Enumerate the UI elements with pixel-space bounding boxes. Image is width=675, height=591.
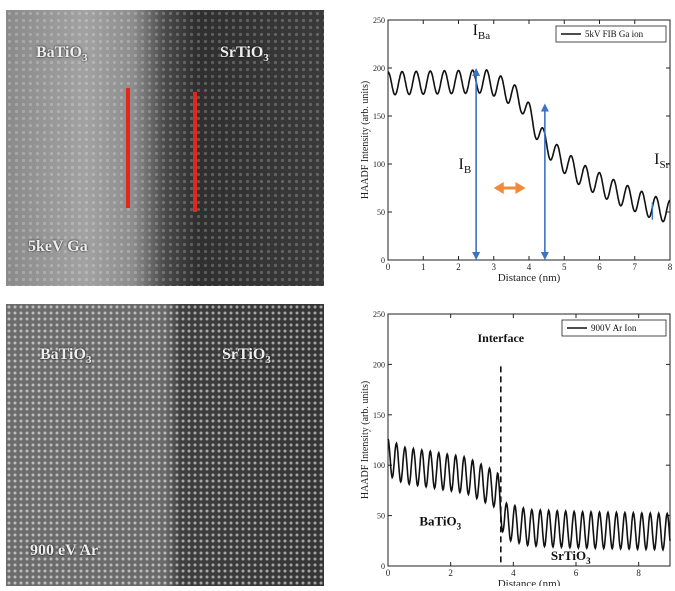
y-tick-label: 50 <box>377 512 385 521</box>
x-tick-label: 1 <box>421 262 426 272</box>
y-axis-label: HAADF Intensity (arb. units) <box>360 81 371 199</box>
stem-image-ga-lattice <box>6 10 324 286</box>
legend-label: 5kV FIB Ga ion <box>585 29 644 39</box>
label-i-b: IB <box>459 156 472 176</box>
x-tick-label: 2 <box>456 262 461 272</box>
series-line-900v-ar-ion <box>387 438 671 552</box>
legend-box <box>555 25 667 43</box>
y-tick-label: 150 <box>373 411 385 420</box>
label-srtio3-chart: SrTiO3 <box>551 548 591 566</box>
y-tick-label: 250 <box>373 16 385 25</box>
legend-box <box>561 319 667 337</box>
legend-label: 900V Ar Ion <box>591 323 637 333</box>
x-tick-label: 4 <box>527 262 532 272</box>
label-5kev-ga: 5keV Ga <box>28 238 88 255</box>
plot-frame <box>387 19 671 261</box>
x-tick-label: 3 <box>492 262 497 272</box>
x-tick-label: 8 <box>668 262 673 272</box>
chart-ga-profile: 0 50 100 150 200 250 0 1 2 3 4 5 6 7 8 Distance (nm) HAA… <box>330 2 675 288</box>
x-axis-label: Distance (nm) <box>498 272 561 284</box>
series-line-5kv-fib-ga-ion <box>387 68 671 223</box>
x-tick-label: 7 <box>633 262 638 272</box>
stem-image-ga: BaTiO3 SrTiO3 5keV Ga <box>6 10 324 286</box>
chart-ar-profile: 0 50 100 150 200 250 0 2 4 6 8 Distance (nm) HAADF I… <box>330 300 675 590</box>
x-tick-label: 6 <box>597 262 602 272</box>
label-900ev-ar: 900 eV Ar <box>30 542 99 559</box>
y-tick-label: 0 <box>381 256 385 265</box>
stem-image-ar-lattice <box>6 304 324 586</box>
intensity-arrow-head-down <box>472 252 481 260</box>
label-batio3-chart: BaTiO3 <box>419 514 461 532</box>
y-tick-label: 150 <box>373 112 385 121</box>
x-tick-label: 8 <box>636 568 641 578</box>
x-tick-label: 5 <box>562 262 567 272</box>
chart-ga-svg: 0 50 100 150 200 250 0 1 2 3 4 5 6 7 8 Distance (nm) HAA… <box>360 16 673 284</box>
y-axis-label: HAADF Intensity (arb. units) <box>360 381 371 499</box>
x-tick-label: 4 <box>511 568 516 578</box>
stem-image-ar: BaTiO3 SrTiO3 900 eV Ar <box>6 304 324 586</box>
y-tick-label: 50 <box>377 208 385 217</box>
interface-marker-right <box>193 92 197 212</box>
x-axis-label: Distance (nm) <box>498 578 561 586</box>
orange-arrow-head-right <box>515 182 526 194</box>
intensity-arrow-head-up <box>540 103 549 112</box>
y-tick-label: 250 <box>373 310 385 319</box>
intensity-arrow-head-down <box>540 252 549 260</box>
x-tick-label: 0 <box>386 568 391 578</box>
interface-marker-left <box>126 88 130 208</box>
orange-arrow-head-left <box>493 182 504 194</box>
interface-label: Interface <box>477 331 524 345</box>
chart-ar-svg: 0 50 100 150 200 250 0 2 4 6 8 Distance (nm) HAADF I… <box>360 310 671 590</box>
label-batio3-top: BaTiO3 <box>36 44 88 65</box>
y-tick-label: 0 <box>381 562 385 571</box>
intensity-arrow-head-up <box>472 68 481 76</box>
y-tick-label: 100 <box>373 461 385 470</box>
x-tick-label: 6 <box>574 568 579 578</box>
y-tick-label: 200 <box>373 360 385 369</box>
x-tick-label: 2 <box>448 568 453 578</box>
y-tick-label: 100 <box>373 160 385 169</box>
y-tick-label: 200 <box>373 64 385 73</box>
label-srtio3-bottom: SrTiO3 <box>222 346 271 367</box>
label-i-ba: IBa <box>473 22 491 42</box>
label-srtio3-top: SrTiO3 <box>220 44 269 65</box>
x-tick-label: 0 <box>386 262 391 272</box>
label-i-sr: ISr <box>654 151 669 171</box>
label-batio3-bottom: BaTiO3 <box>40 346 92 367</box>
